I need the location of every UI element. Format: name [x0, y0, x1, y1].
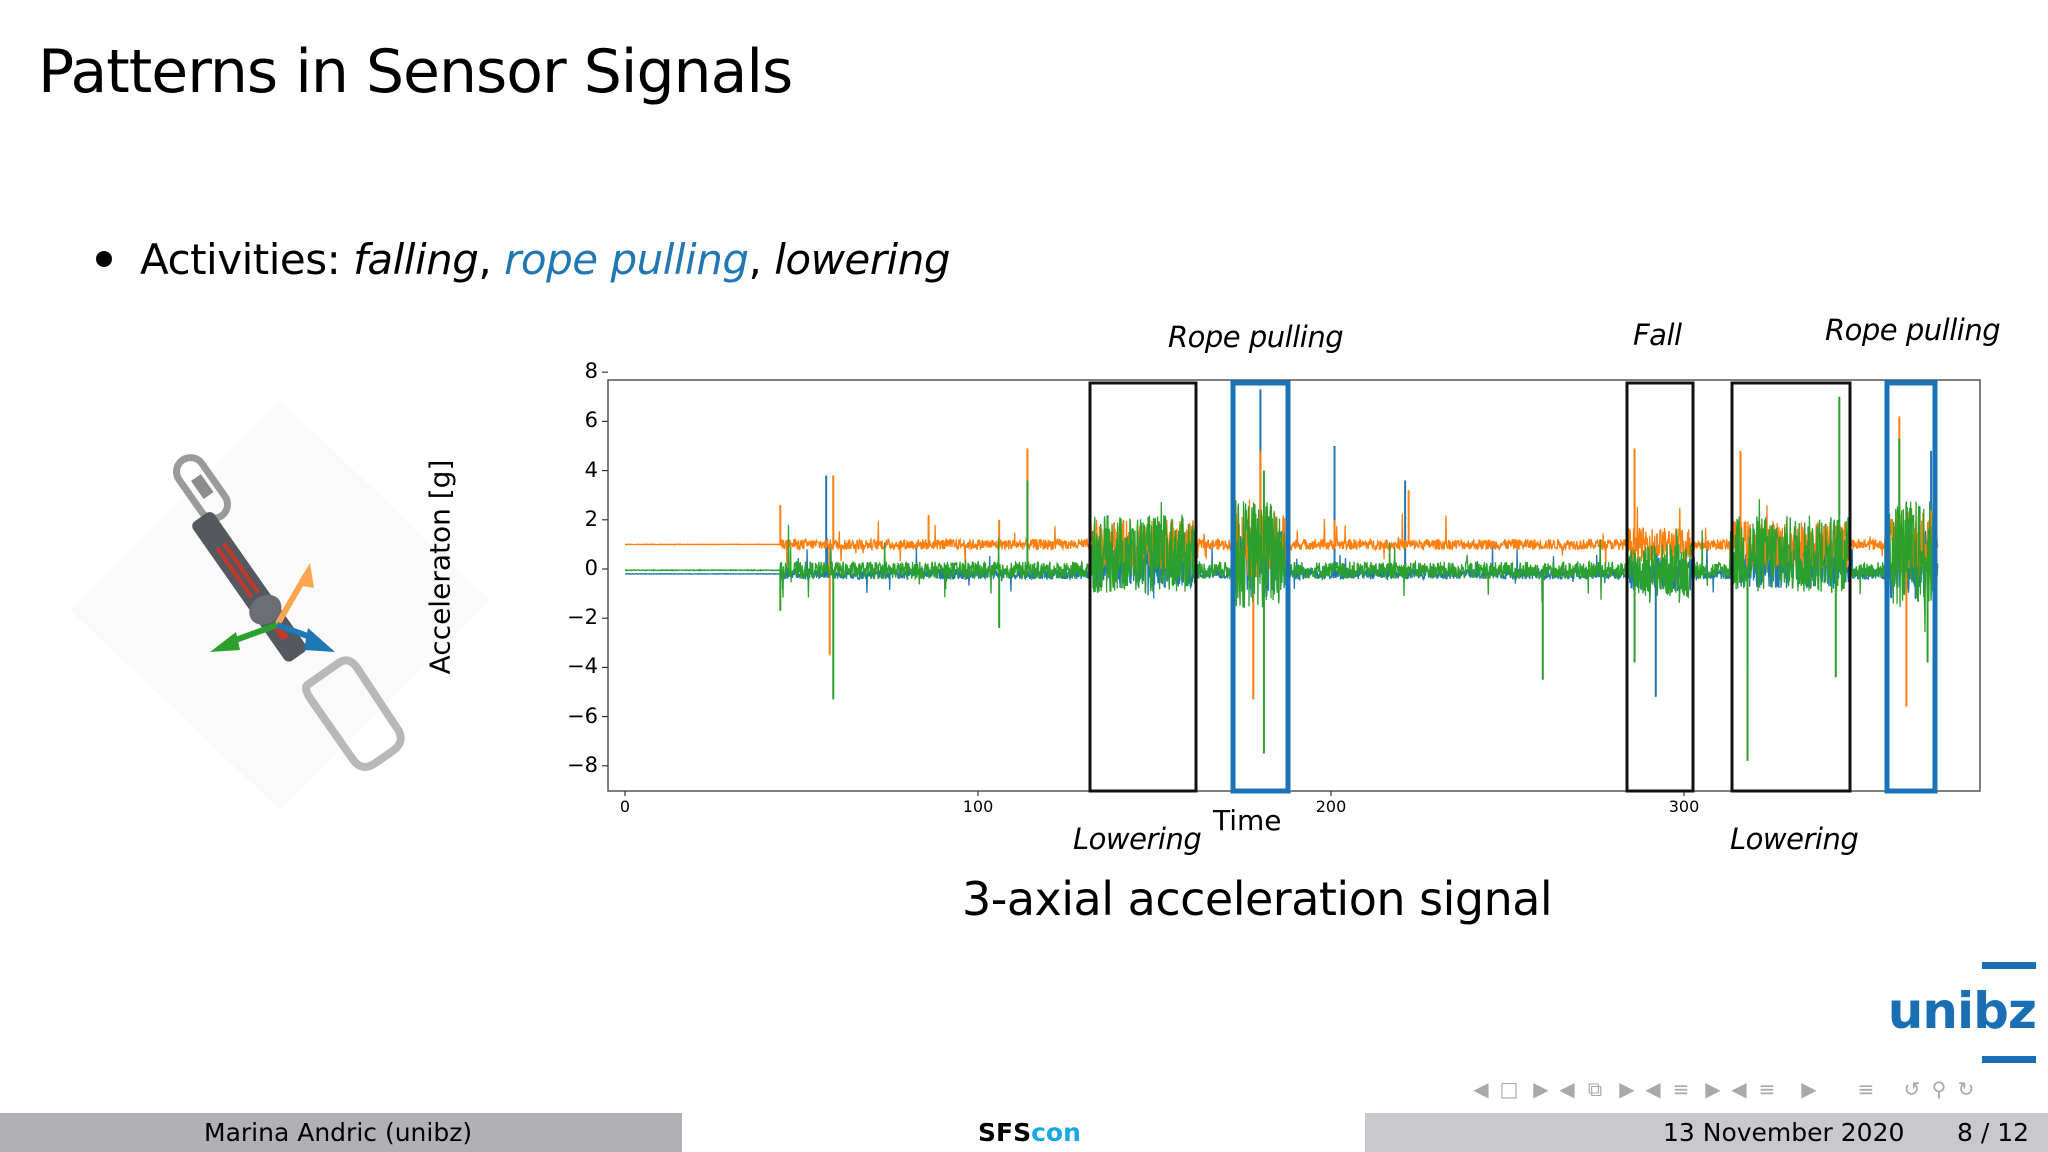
back-icon[interactable]: ↺	[1903, 1077, 1921, 1101]
unibz-logo: unibz	[1888, 958, 2038, 1066]
region-box-rope-pulling	[1884, 380, 1938, 794]
separator: ,	[748, 235, 775, 284]
y-tick-label: −2	[567, 605, 598, 630]
footer-event-bar: SFScon	[682, 1113, 1365, 1152]
bullet-activities: Activities: falling, rope pulling, lower…	[96, 232, 950, 288]
annotation-fall: Fall	[1633, 318, 1682, 352]
chart-caption: 3-axial acceleration signal	[962, 872, 1553, 926]
y-tick-label: −6	[567, 703, 598, 728]
nav-prev-arrow-icon[interactable]: ◀	[1645, 1077, 1661, 1101]
separator: ,	[478, 235, 505, 284]
nav-prev-arrow-icon[interactable]: ◀	[1559, 1077, 1575, 1101]
annotation-lowering-2: Lowering	[1730, 822, 1859, 856]
footer: Marina Andric (unibz) SFScon 13 November…	[0, 1113, 2048, 1152]
nav-next-arrow-icon[interactable]: ▶	[1801, 1077, 1817, 1101]
x-tick-label: 0	[619, 797, 631, 816]
region-box-lowering	[1730, 381, 1852, 793]
nav-next-arrow-icon[interactable]: ▶	[1619, 1077, 1635, 1101]
footer-author: Marina Andric (unibz)	[204, 1118, 473, 1147]
y-tick-label: −8	[567, 752, 598, 777]
activity-regions	[1088, 380, 1938, 794]
x-tick-label: 300	[1668, 797, 1700, 816]
beamer-navigation: ◀ □ ▶ ◀ ⧉ ▶ ◀ ≡ ▶ ◀ ≡ ▶ ≡ ↺ ⚲ ↻	[1470, 1074, 1980, 1104]
activity-lowering: lowering	[774, 235, 950, 284]
region-box-fall	[1625, 381, 1695, 793]
plot-frame	[607, 379, 1981, 792]
subsection-icon[interactable]: ⧉	[1587, 1077, 1603, 1101]
axis-ticks	[602, 371, 1685, 796]
y-tick-label: 4	[584, 457, 598, 482]
footer-author-bar: Marina Andric (unibz)	[0, 1113, 682, 1152]
activity-rope-pulling: rope pulling	[504, 235, 749, 284]
y-tick-label: 8	[584, 359, 598, 384]
x-tick-label: 200	[1315, 797, 1347, 816]
toc-icon[interactable]: ≡	[1857, 1077, 1875, 1101]
y-tick-label: 2	[584, 506, 598, 531]
section-icon[interactable]: ≡	[1672, 1077, 1690, 1101]
section-list-icon[interactable]: ≡	[1758, 1077, 1776, 1101]
nav-next-arrow-icon[interactable]: ▶	[1533, 1077, 1549, 1101]
y-tick-label: 6	[584, 408, 598, 433]
y-tick-label: −4	[567, 654, 598, 679]
forward-icon[interactable]: ↻	[1957, 1077, 1975, 1101]
annotation-lowering-1: Lowering	[1073, 822, 1202, 856]
slide-title: Patterns in Sensor Signals	[38, 37, 793, 107]
footer-event-logo: SFScon	[978, 1113, 1081, 1152]
region-box-lowering	[1088, 381, 1198, 793]
y-axis-label: Acceleraton [g]	[423, 459, 457, 675]
logo-text: unibz	[1887, 982, 2037, 1040]
footer-date: 13 November 2020	[1663, 1118, 1905, 1147]
x-tick-label: 100	[962, 797, 994, 816]
annotation-rope-pulling-2: Rope pulling	[1825, 313, 2001, 347]
annotation-rope-pulling-1: Rope pulling	[1168, 320, 1344, 354]
nav-prev-arrow-icon[interactable]: ◀	[1731, 1077, 1747, 1101]
search-icon[interactable]: ⚲	[1931, 1077, 1947, 1101]
frame-icon[interactable]: □	[1499, 1077, 1519, 1101]
footer-page-number: 8 / 12	[1957, 1118, 2030, 1147]
signal-lines	[624, 389, 1939, 761]
nav-next-arrow-icon[interactable]: ▶	[1705, 1077, 1721, 1101]
bullet-prefix: Activities:	[140, 235, 354, 284]
event-bold: SFS	[978, 1118, 1032, 1147]
y-tick-label: 0	[584, 556, 598, 580]
activity-falling: falling	[353, 235, 479, 284]
region-box-rope-pulling	[1230, 380, 1291, 794]
event-light: con	[1031, 1118, 1081, 1147]
nav-prev-arrow-icon[interactable]: ◀	[1473, 1077, 1489, 1101]
carabiner-sensor-image	[50, 380, 510, 820]
x-axis-label: Time	[1213, 804, 1282, 837]
bullet-icon	[96, 250, 112, 267]
logo-bar-top	[1982, 962, 2036, 969]
footer-date-bar: 13 November 2020 8 / 12	[1365, 1113, 2048, 1152]
signal-green	[624, 499, 1939, 633]
logo-bar-bottom	[1982, 1056, 2036, 1063]
